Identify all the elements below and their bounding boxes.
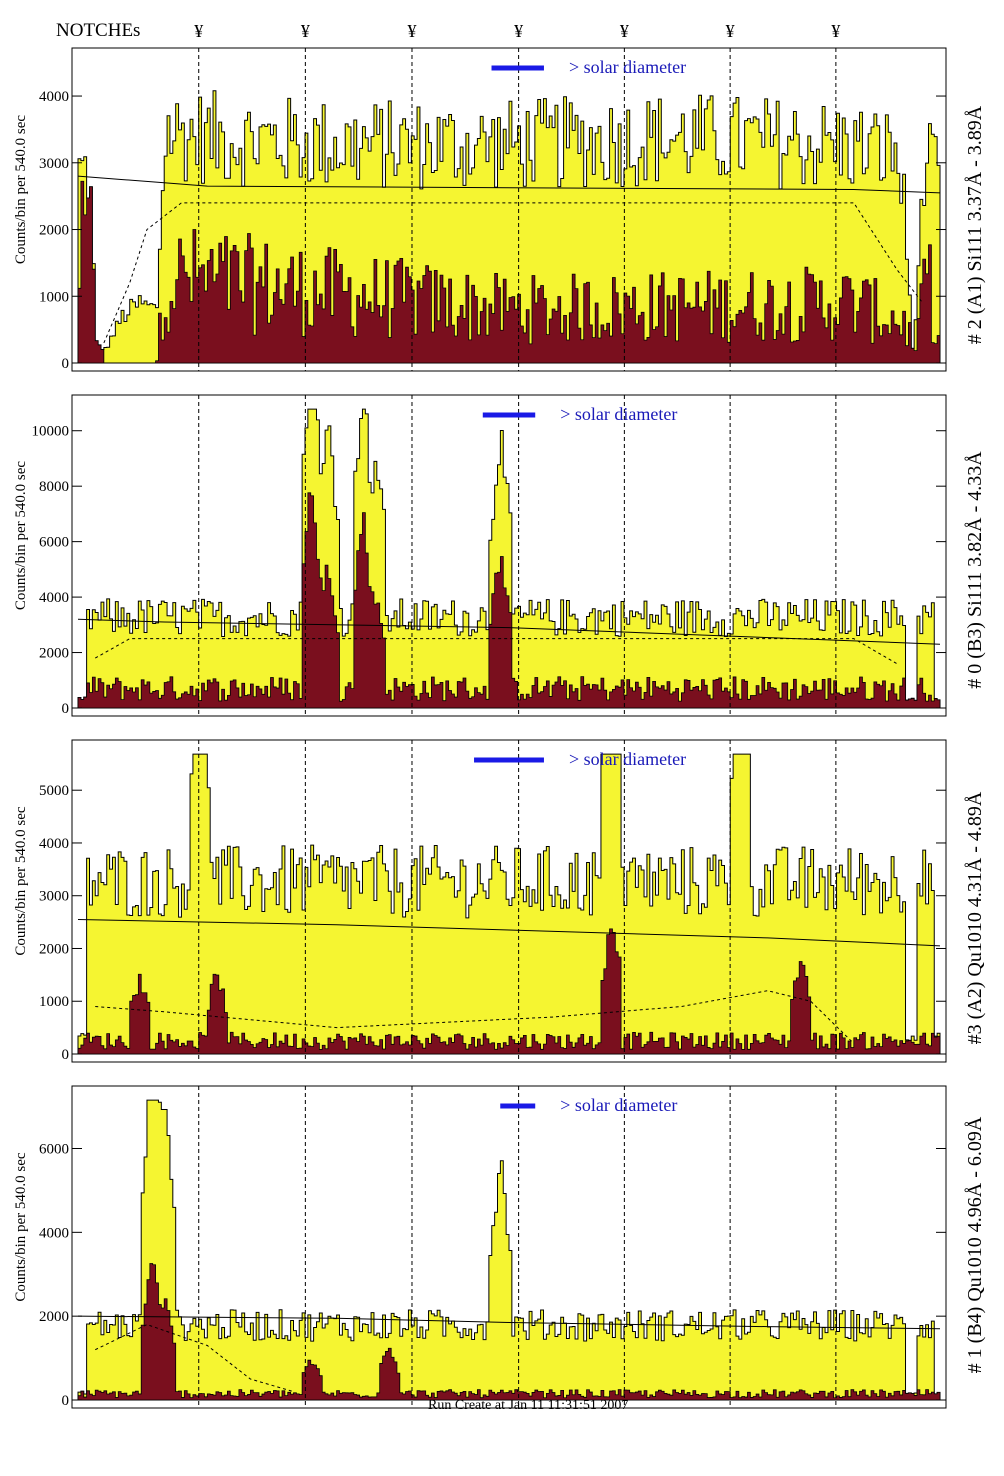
y-tick-label: 4000 [39, 89, 69, 105]
panel-3: 0 1000 2000 3000 4000 5000 Counts/bin per 540.… [13, 739, 986, 1063]
y-tick-label: 1000 [39, 289, 69, 305]
dotted-model-curve [94, 638, 898, 665]
yellow-histogram [77, 1099, 941, 1401]
panel-1: 0 1000 2000 3000 4000 Counts/bin per 540.0 se… [13, 47, 986, 372]
dotted-model-curve [95, 1324, 294, 1393]
y-tick-label: 5000 [39, 783, 69, 799]
yellow-histogram [77, 753, 941, 1055]
y-axis-label: Counts/bin per 540.0 sec [13, 461, 29, 610]
y-tick-label: 2000 [39, 223, 69, 239]
solar-diameter-label: > solar diameter [560, 404, 677, 424]
y-tick-label: 4000 [39, 590, 69, 606]
y-tick-label: 4000 [39, 1225, 69, 1241]
panel-4: 0 2000 4000 6000 Counts/bin per 540.0 sec > s… [13, 1085, 986, 1409]
dark-histogram [77, 180, 941, 364]
y-tick-label: 2000 [39, 646, 69, 662]
notch-marker: ¥ [726, 21, 735, 41]
y-tick-label: 0 [62, 1393, 70, 1409]
dark-histogram [77, 928, 941, 1055]
dark-histogram [77, 492, 941, 709]
solar-diameter-label: > solar diameter [569, 749, 686, 769]
y-axis-label: Counts/bin per 540.0 sec [13, 806, 29, 955]
model-curve [77, 918, 941, 947]
dotted-model-curve [103, 202, 924, 344]
notch-marker: ¥ [194, 21, 203, 41]
y-tick-label: 3000 [39, 156, 69, 172]
y-tick-label: 0 [62, 1047, 70, 1063]
model-curve [77, 618, 941, 645]
panel-title: # 2 (A1) Si111 3.37Å - 3.89Å [964, 105, 986, 344]
notch-marker: ¥ [831, 21, 840, 41]
y-axis-label: Counts/bin per 540.0 sec [13, 1152, 29, 1301]
model-curve [77, 1315, 941, 1330]
y-tick-label: 2000 [39, 1309, 69, 1325]
y-tick-label: 4000 [39, 836, 69, 852]
y-tick-label: 6000 [39, 1141, 69, 1157]
y-tick-label: 8000 [39, 479, 69, 495]
notch-marker: ¥ [301, 21, 310, 41]
model-curve [77, 175, 941, 194]
notches-title: NOTCHEs [56, 20, 141, 41]
run-timestamp: Run Create at Jan 11 11:31:51 2007 [428, 1398, 629, 1413]
yellow-histogram [77, 408, 941, 709]
y-axis-label: Counts/bin per 540.0 sec [13, 115, 29, 264]
notch-marker: ¥ [620, 21, 629, 41]
y-tick-label: 0 [62, 356, 70, 372]
dotted-model-curve [95, 990, 855, 1044]
dark-histogram [77, 1263, 941, 1401]
panel-title: #3 (A2) Qu1010 4.31Å - 4.89Å [964, 791, 986, 1044]
panel-title: # 1 (B4) Qu1010 4.96Å - 6.09Å [964, 1116, 986, 1373]
y-tick-label: 10000 [32, 424, 70, 440]
y-tick-label: 0 [62, 701, 70, 717]
y-tick-label: 2000 [39, 941, 69, 957]
panel-2: 0 2000 4000 6000 8000 10000 Counts/bin per 540… [13, 394, 986, 717]
solar-diameter-label: > solar diameter [560, 1095, 677, 1115]
solar-diameter-label: > solar diameter [569, 57, 686, 77]
notch-marker: ¥ [407, 21, 416, 41]
y-tick-label: 6000 [39, 535, 69, 551]
y-tick-label: 3000 [39, 889, 69, 905]
y-tick-label: 1000 [39, 994, 69, 1010]
panel-title: # 0 (B3) Si111 3.82Å - 4.33Å [964, 451, 986, 689]
notch-marker: ¥ [514, 21, 523, 41]
